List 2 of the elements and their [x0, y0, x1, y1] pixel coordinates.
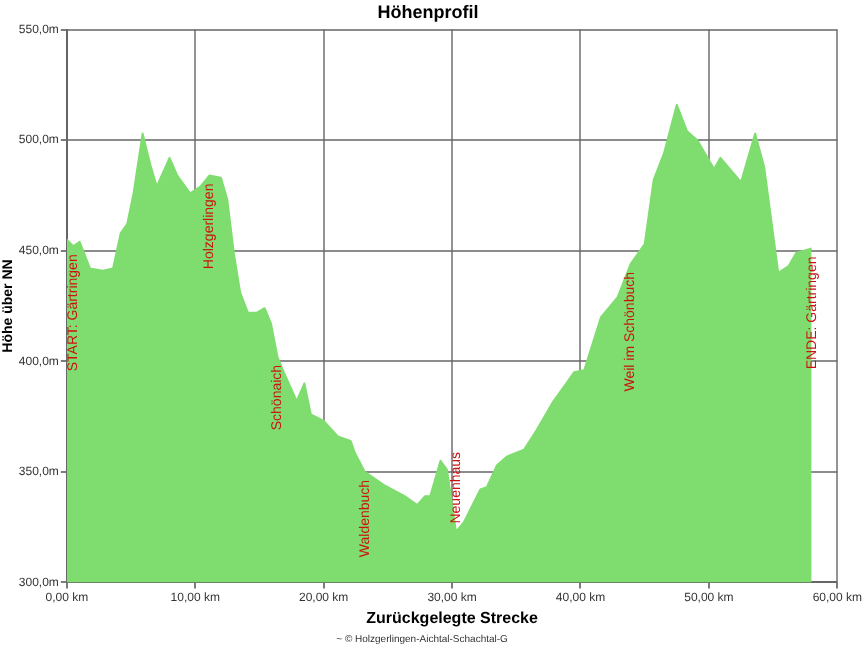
- x-axis-title: Zurückgelegte Strecke: [366, 608, 539, 627]
- chart-title: Höhenprofil: [377, 1, 479, 22]
